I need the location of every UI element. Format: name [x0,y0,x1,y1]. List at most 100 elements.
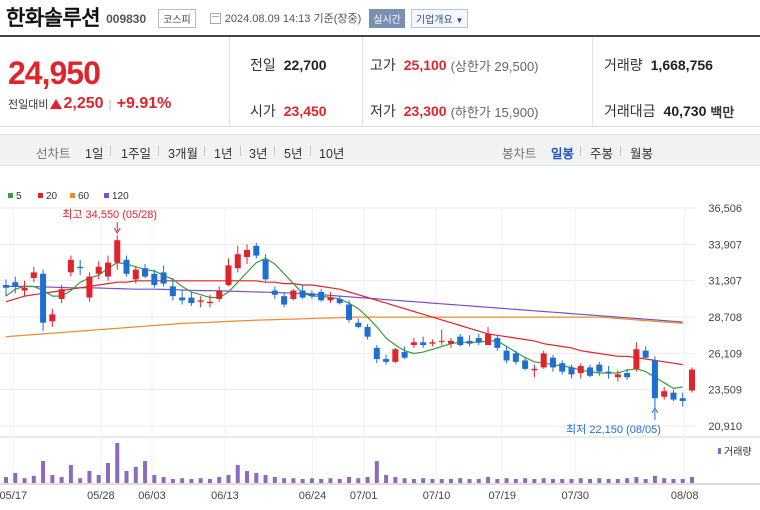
volume-bar [495,479,500,483]
candle-body [271,290,278,295]
y-tick-label: 31,307 [708,276,742,288]
max-annotation: 최고 34,550 (05/28) [62,208,157,221]
x-tick-label: 06/03 [138,490,166,502]
volume-bar [615,479,620,483]
candle-body [466,340,473,344]
trade-amount: 거래대금 40,730 백만 [604,103,735,120]
volume-bar [421,478,426,483]
candle-body [30,272,37,278]
candle-body [568,367,575,375]
volume-bar [430,479,435,483]
volume-bar [625,478,630,483]
candle-body [642,350,649,358]
volume-bar [263,475,268,483]
volume-bar [133,467,138,483]
x-tick-label: 05/28 [87,490,115,502]
tab-weekly[interactable]: 주봉 [590,147,614,161]
legend-label-60: 60 [78,191,90,202]
ma120-line [6,285,683,323]
volume: 거래량 1,668,756 [604,57,713,73]
candle-body [614,374,621,378]
market-badge: 코스피 [158,8,196,28]
y-tick-label: 26,109 [708,348,742,360]
volume-bar [671,479,676,483]
candle-body [587,367,594,376]
candle-body [290,290,297,299]
volume-bar [523,478,528,483]
ma20-line [5,280,683,366]
volume-bar [532,479,537,483]
x-tick-label: 06/13 [211,490,239,502]
x-tick-label: 07/10 [423,490,451,502]
volume-bar [87,471,92,483]
candle-body [679,398,686,401]
candle-body [77,266,84,269]
candle-body [661,391,668,397]
legend-label-5: 5 [16,191,22,202]
y-tick-label: 23,509 [708,385,742,397]
quote-time: 2024.08.09 14:13 기준(장중) [224,13,362,25]
tab-1y[interactable]: 1년 [214,147,233,161]
x-tick-label: 07/01 [350,490,378,502]
volume-bar [143,461,148,483]
candle-body [151,273,158,285]
candle-body [577,366,584,374]
candle-body [688,369,696,391]
min-annotation: 최저 22,150 (08/05) [566,423,661,436]
volume-bar [13,473,18,483]
volume-bar [254,473,259,483]
volume-bar [4,477,8,483]
volume-bar [41,461,46,483]
volume-bar [578,478,583,483]
candle-chart-label: 봉차트 [502,147,537,161]
tab-10y[interactable]: 10년 [319,147,345,161]
candle-body [420,342,427,346]
tab-1d[interactable]: 1일 [85,147,104,161]
volume-bar [374,461,379,483]
change-percent: +9.91% [116,95,172,112]
tab-1w[interactable]: 1주일 [121,147,151,161]
volume-bar [180,478,185,483]
tab-monthly[interactable]: 월봉 [630,147,654,161]
volume-bar [513,479,518,483]
stock-name[interactable]: 한화솔루션 [6,7,101,30]
volume-bar [96,475,101,483]
volume-bar [319,479,324,483]
candle-body [206,301,213,304]
candle-body [559,363,566,372]
open-price: 시가 23,450 [250,103,327,119]
realtime-button[interactable]: 실시간 [369,8,405,28]
volume-bar [59,477,64,483]
line-chart-label: 선차트 [36,147,71,161]
candle-body [197,300,204,302]
candle-body [633,349,640,369]
volume-bar [152,475,157,483]
volume-bar [560,479,565,483]
candle-body [605,371,612,374]
x-tick-label: 08/08 [671,490,699,502]
volume-bar [198,478,203,483]
high-price: 고가 25,100 (상한가 29,500) [370,57,539,74]
chart-tabs: 선차트 1일 1주일 3개월 1년 3년 5년 10년 봉차트 일봉 주봉 월봉 [0,134,760,166]
tab-3m[interactable]: 3개월 [168,147,198,161]
volume-bar [161,477,166,483]
corp-info-button[interactable]: 기업개요 ▼ [410,8,469,28]
candle-body [549,357,556,368]
ma60-line [5,316,683,338]
volume-bar [170,479,175,483]
x-tick-label: 07/19 [488,490,516,502]
tab-5y[interactable]: 5년 [284,147,303,161]
candle-body [253,245,260,256]
x-tick-label: 06/24 [299,490,327,502]
current-price: 24,950 [8,55,101,91]
candle-body [142,268,149,277]
volume-bar [384,475,389,483]
tab-3y[interactable]: 3년 [249,147,268,161]
stock-candle-chart[interactable]: 5 20 60 120 36,506 33,907 31,307 28,708 26,109 23… [0,185,760,510]
chevron-down-icon: ▼ [455,15,464,25]
legend-swatch-20 [38,193,43,198]
min-arrow-head [651,407,659,414]
candle-body [401,352,408,358]
volume-bar [105,463,110,483]
tab-daily[interactable]: 일봉 [551,147,575,161]
